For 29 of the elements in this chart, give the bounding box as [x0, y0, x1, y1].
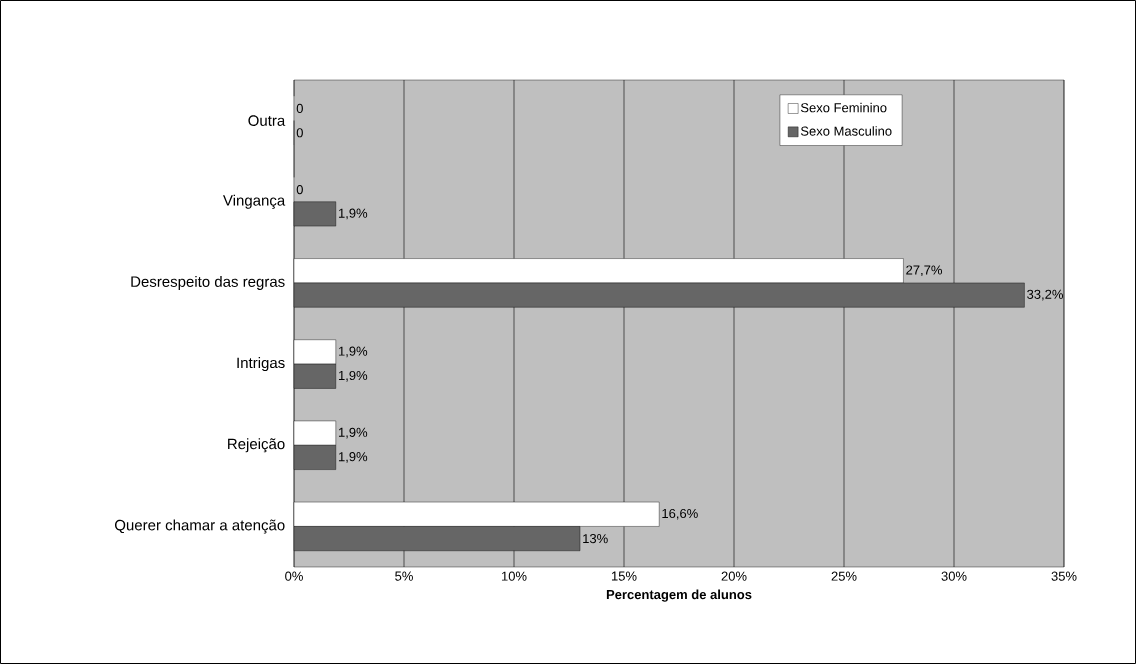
data-label: 0 [296, 128, 303, 138]
data-label: 1,9% [338, 427, 368, 439]
x-axis-title: Percentagem de alunos [606, 589, 752, 602]
y-tick-label: Outra [248, 115, 286, 126]
data-label: 1,9% [338, 370, 368, 382]
y-tick-label: Vingança [223, 194, 286, 209]
x-tick-label: 35% [1051, 571, 1077, 581]
data-label: 0 [296, 184, 303, 195]
y-tick-label: Rejeição [228, 438, 285, 453]
x-tick-label: 25% [831, 571, 857, 581]
x-tick-label: 5% [395, 571, 413, 581]
data-label: 33,2% [1027, 289, 1063, 301]
x-tick-label: 0% [285, 571, 303, 581]
data-label: 1,9% [338, 452, 368, 463]
data-label: 16,6% [662, 508, 698, 520]
data-label: 27,7% [906, 265, 942, 277]
x-tick-label: 15% [611, 571, 637, 581]
y-tick-label: Desrespeito das regras [131, 275, 285, 290]
data-label: 0 [296, 103, 303, 114]
legend-label: Sexo Masculino [800, 126, 892, 136]
y-tick-label: Querer chamar a atenção [114, 519, 285, 534]
data-label: 1,9% [338, 208, 368, 220]
data-label: 1,9% [338, 346, 368, 358]
y-tick-label: Intrigas [237, 357, 285, 372]
x-tick-label: 10% [501, 571, 527, 581]
data-label: 13% [583, 533, 608, 544]
legend-label: Sexo Feminino [800, 102, 887, 113]
x-tick-label: 20% [721, 571, 747, 581]
x-tick-label: 30% [941, 571, 967, 581]
